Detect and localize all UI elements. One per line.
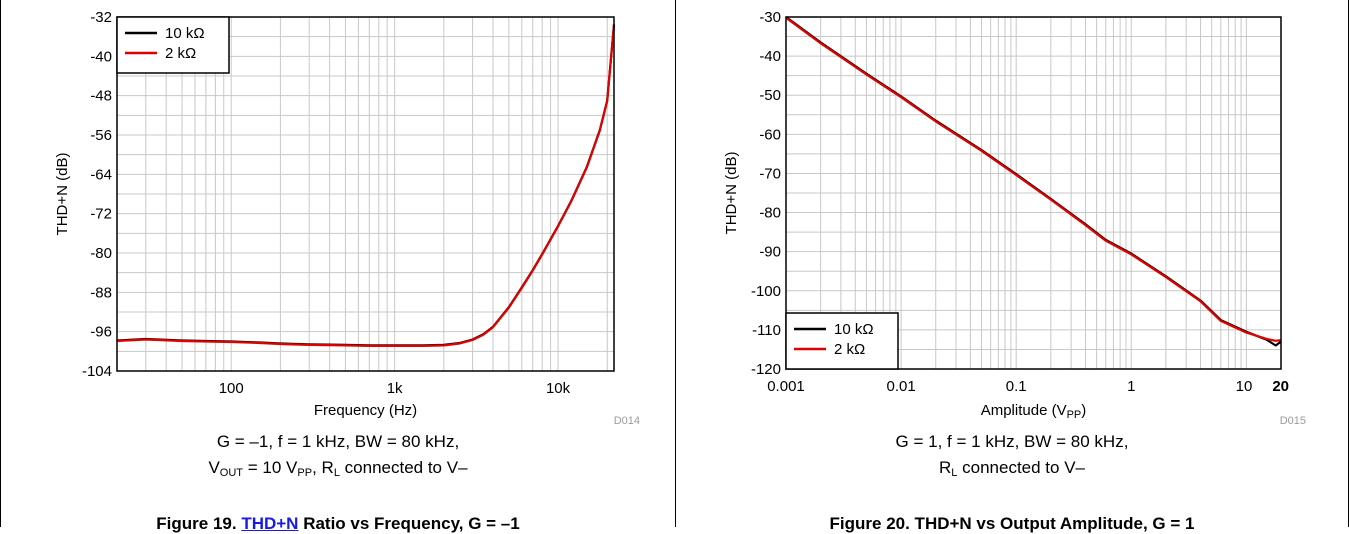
y-axis-title: THD+N (dB) [54, 153, 71, 236]
series-line-2k [116, 24, 616, 347]
y-tick-label: -64 [90, 166, 112, 183]
figure-20-condition-line2: RL connected to V– [939, 458, 1085, 479]
legend-label: 10 kΩ [834, 321, 874, 338]
y-tick-label: -30 [759, 9, 781, 26]
thd-n-link[interactable]: THD+N [241, 514, 299, 533]
x-tick-label: 20 [1272, 378, 1289, 395]
figure-20-condition-line1: G = 1, f = 1 kHz, BW = 80 kHz, [895, 432, 1129, 451]
y-tick-label: -56 [90, 127, 112, 144]
x-tick-label: 1 [1127, 378, 1135, 395]
figure-tag: D015 [1280, 415, 1306, 427]
legend-label: 2 kΩ [834, 341, 865, 358]
plot-frame [116, 16, 615, 372]
y-tick-label: -110 [752, 322, 781, 339]
x-tick-label: 0.001 [767, 378, 805, 395]
series-line-10k [785, 16, 1282, 347]
figure-tag: D014 [614, 415, 640, 427]
figure-19-title: Figure 19. THD+N Ratio vs Frequency, G =… [156, 514, 520, 533]
y-tick-label: -80 [90, 245, 112, 262]
y-tick-label: -100 [751, 283, 781, 300]
x-tick-label: 100 [219, 380, 244, 397]
y-tick-label: -88 [90, 284, 112, 301]
y-tick-label: -48 [90, 88, 112, 105]
y-tick-label: -50 [759, 87, 781, 104]
y-tick-label: -60 [759, 126, 781, 143]
series-line-2k [785, 16, 1282, 342]
y-tick-label: -40 [90, 48, 112, 65]
figure-19-condition-line2: VOUT = 10 VPP, RL connected to V– [208, 458, 468, 479]
legend-label: 10 kΩ [165, 25, 205, 42]
x-tick-label: 10 [1236, 378, 1253, 395]
y-tick-label: -32 [90, 9, 112, 26]
x-tick-label: 10k [546, 380, 571, 397]
legend-box [785, 312, 899, 370]
y-tick-label: -80 [759, 205, 781, 222]
x-axis-title: Frequency (Hz) [314, 402, 417, 419]
figure-20-title: Figure 20. THD+N vs Output Amplitude, G … [829, 514, 1195, 533]
y-axis-title: THD+N (dB) [723, 152, 740, 235]
figure-20-panel: -30 -40 -50 -60 -70 -80 -90 -100 -110 -120 0.001 0.… [676, 0, 1349, 533]
y-tick-label: -96 [90, 324, 112, 341]
y-tick-label: -70 [759, 165, 781, 182]
y-tick-label: -90 [759, 244, 781, 261]
x-axis-title: Amplitude (VPP) [981, 402, 1087, 421]
thd-vs-frequency-chart: -32 -40 -48 -56 -64 -72 -80 -88 -96 -104 100 1k 10k F… [54, 9, 640, 427]
y-tick-label: -120 [751, 361, 781, 378]
legend-label: 2 kΩ [165, 45, 196, 62]
x-tick-label: 0.1 [1006, 378, 1027, 395]
x-tick-label: 0.01 [886, 378, 915, 395]
y-tick-label: -104 [82, 363, 112, 380]
legend-box [116, 16, 230, 74]
x-tick-label: 1k [387, 380, 403, 397]
figure-19-panel: -32 -40 -48 -56 -64 -72 -80 -88 -96 -104 100 1k 10k F… [0, 0, 676, 533]
y-tick-label: -40 [759, 48, 781, 65]
plot-frame [785, 16, 1282, 370]
figure-19-condition-line1: G = –1, f = 1 kHz, BW = 80 kHz, [216, 432, 460, 451]
y-tick-label: -72 [90, 206, 112, 223]
